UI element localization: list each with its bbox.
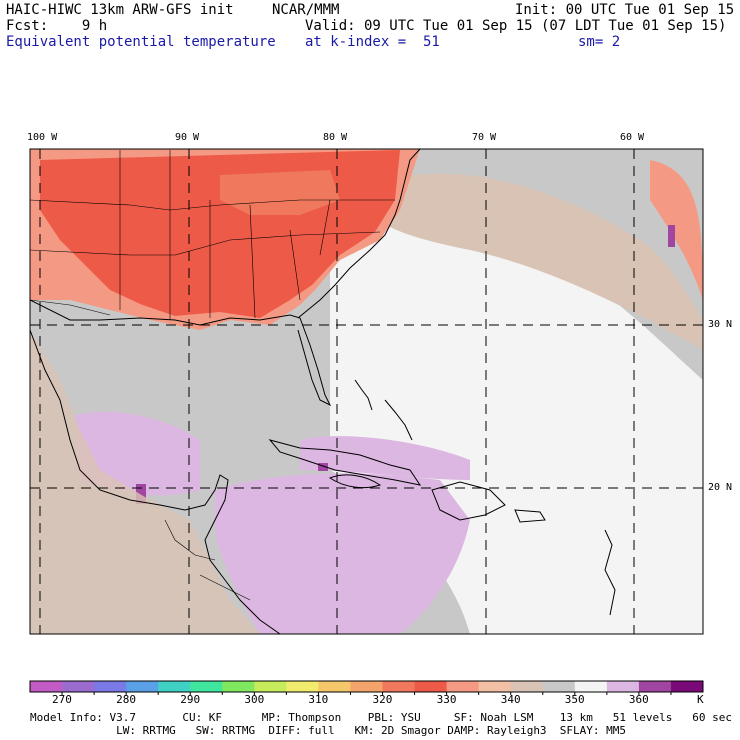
- field-max-375: [136, 484, 146, 504]
- field-ocean-345: [380, 173, 703, 350]
- lon-label-90w: 90 W: [175, 132, 200, 143]
- colorbar-swatch: [510, 681, 544, 692]
- model-info-line2: LW: RRTMG SW: RRTMG DIFF: full KM: 2D Sm…: [30, 724, 627, 737]
- colorbar-swatch: [62, 681, 95, 692]
- colorbar-swatch: [286, 681, 319, 692]
- colorbar-tick-label: 270: [52, 693, 72, 706]
- colorbar-swatch: [574, 681, 608, 692]
- lon-label-100w: 100 W: [27, 132, 58, 143]
- graticule: [30, 149, 703, 634]
- colorbar-tick-label: 350: [564, 693, 585, 706]
- smoothing: sm= 2: [578, 34, 621, 50]
- colorbar-swatch: [126, 681, 159, 692]
- lat-label-20n: 20 N: [708, 482, 733, 493]
- lon-label-80w: 80 W: [323, 132, 348, 143]
- colorbar-tick-label: 310: [308, 693, 329, 706]
- field-bahamas-365: [300, 436, 470, 480]
- colorbar-tick-label: 300: [244, 693, 265, 706]
- colorbar: [29, 680, 704, 695]
- field-caribbean-365: [215, 473, 470, 634]
- field-storm-340: [650, 160, 703, 300]
- political-borders: [30, 150, 395, 601]
- valid-time: Valid: 09 UTC Tue 01 Sep 15 (07 LDT Tue …: [305, 18, 727, 34]
- colorbar-swatch: [478, 681, 512, 692]
- lon-label-70w: 70 W: [472, 132, 497, 143]
- colorbar-frame: [29, 680, 704, 693]
- field-land-335: [220, 170, 340, 215]
- colorbar-swatch: [190, 681, 223, 692]
- lat-label-30n: 30 N: [708, 319, 733, 330]
- field-max-375-b: [318, 463, 328, 471]
- colorbar-tick-label: 330: [436, 693, 457, 706]
- colorbar-swatch: [446, 681, 480, 692]
- colorbar-swatch: [638, 681, 672, 692]
- model-info-line1: Model Info: V3.7 CU: KF MP: Thompson PBL…: [30, 711, 732, 724]
- colorbar-swatch: [158, 681, 191, 692]
- field-storm-core: [668, 225, 675, 247]
- level-index: at k-index = 51: [305, 34, 440, 50]
- colorbar-swatch: [542, 681, 576, 692]
- colorbar-swatch: [254, 681, 287, 692]
- init-time: Init: 00 UTC Tue 01 Sep 15: [515, 2, 735, 18]
- colorbar-swatch: [382, 681, 416, 692]
- field-name: Equivalent potential temperature: [6, 34, 276, 50]
- colorbar-swatch: [222, 681, 255, 692]
- colorbar-swatch: [606, 681, 640, 692]
- colorbar-unit: K: [697, 693, 704, 706]
- colorbar-swatch: [670, 681, 704, 692]
- colorbar-tick-label: 280: [116, 693, 137, 706]
- colorbar-swatch: [318, 681, 351, 692]
- colorbar-swatch: [414, 681, 448, 692]
- colorbar-tick-label: 360: [628, 693, 649, 706]
- forecast-hour: Fcst: 9 h: [6, 18, 108, 34]
- colorbar-tick-label: 320: [372, 693, 393, 706]
- coastlines: [30, 149, 616, 634]
- colorbar-tick-label: 340: [500, 693, 521, 706]
- model-title: HAIC-HIWC 13km ARW-GFS init: [6, 2, 234, 18]
- colorbar-swatch: [350, 681, 384, 692]
- field-mexico-345: [30, 330, 260, 634]
- center-label: NCAR/MMM: [272, 2, 340, 18]
- colorbar-swatch: [30, 681, 63, 692]
- colorbar-tick-label: 290: [180, 693, 201, 706]
- colorbar-swatch: [94, 681, 127, 692]
- lon-label-60w: 60 W: [620, 132, 645, 143]
- map-frame: [29, 148, 704, 635]
